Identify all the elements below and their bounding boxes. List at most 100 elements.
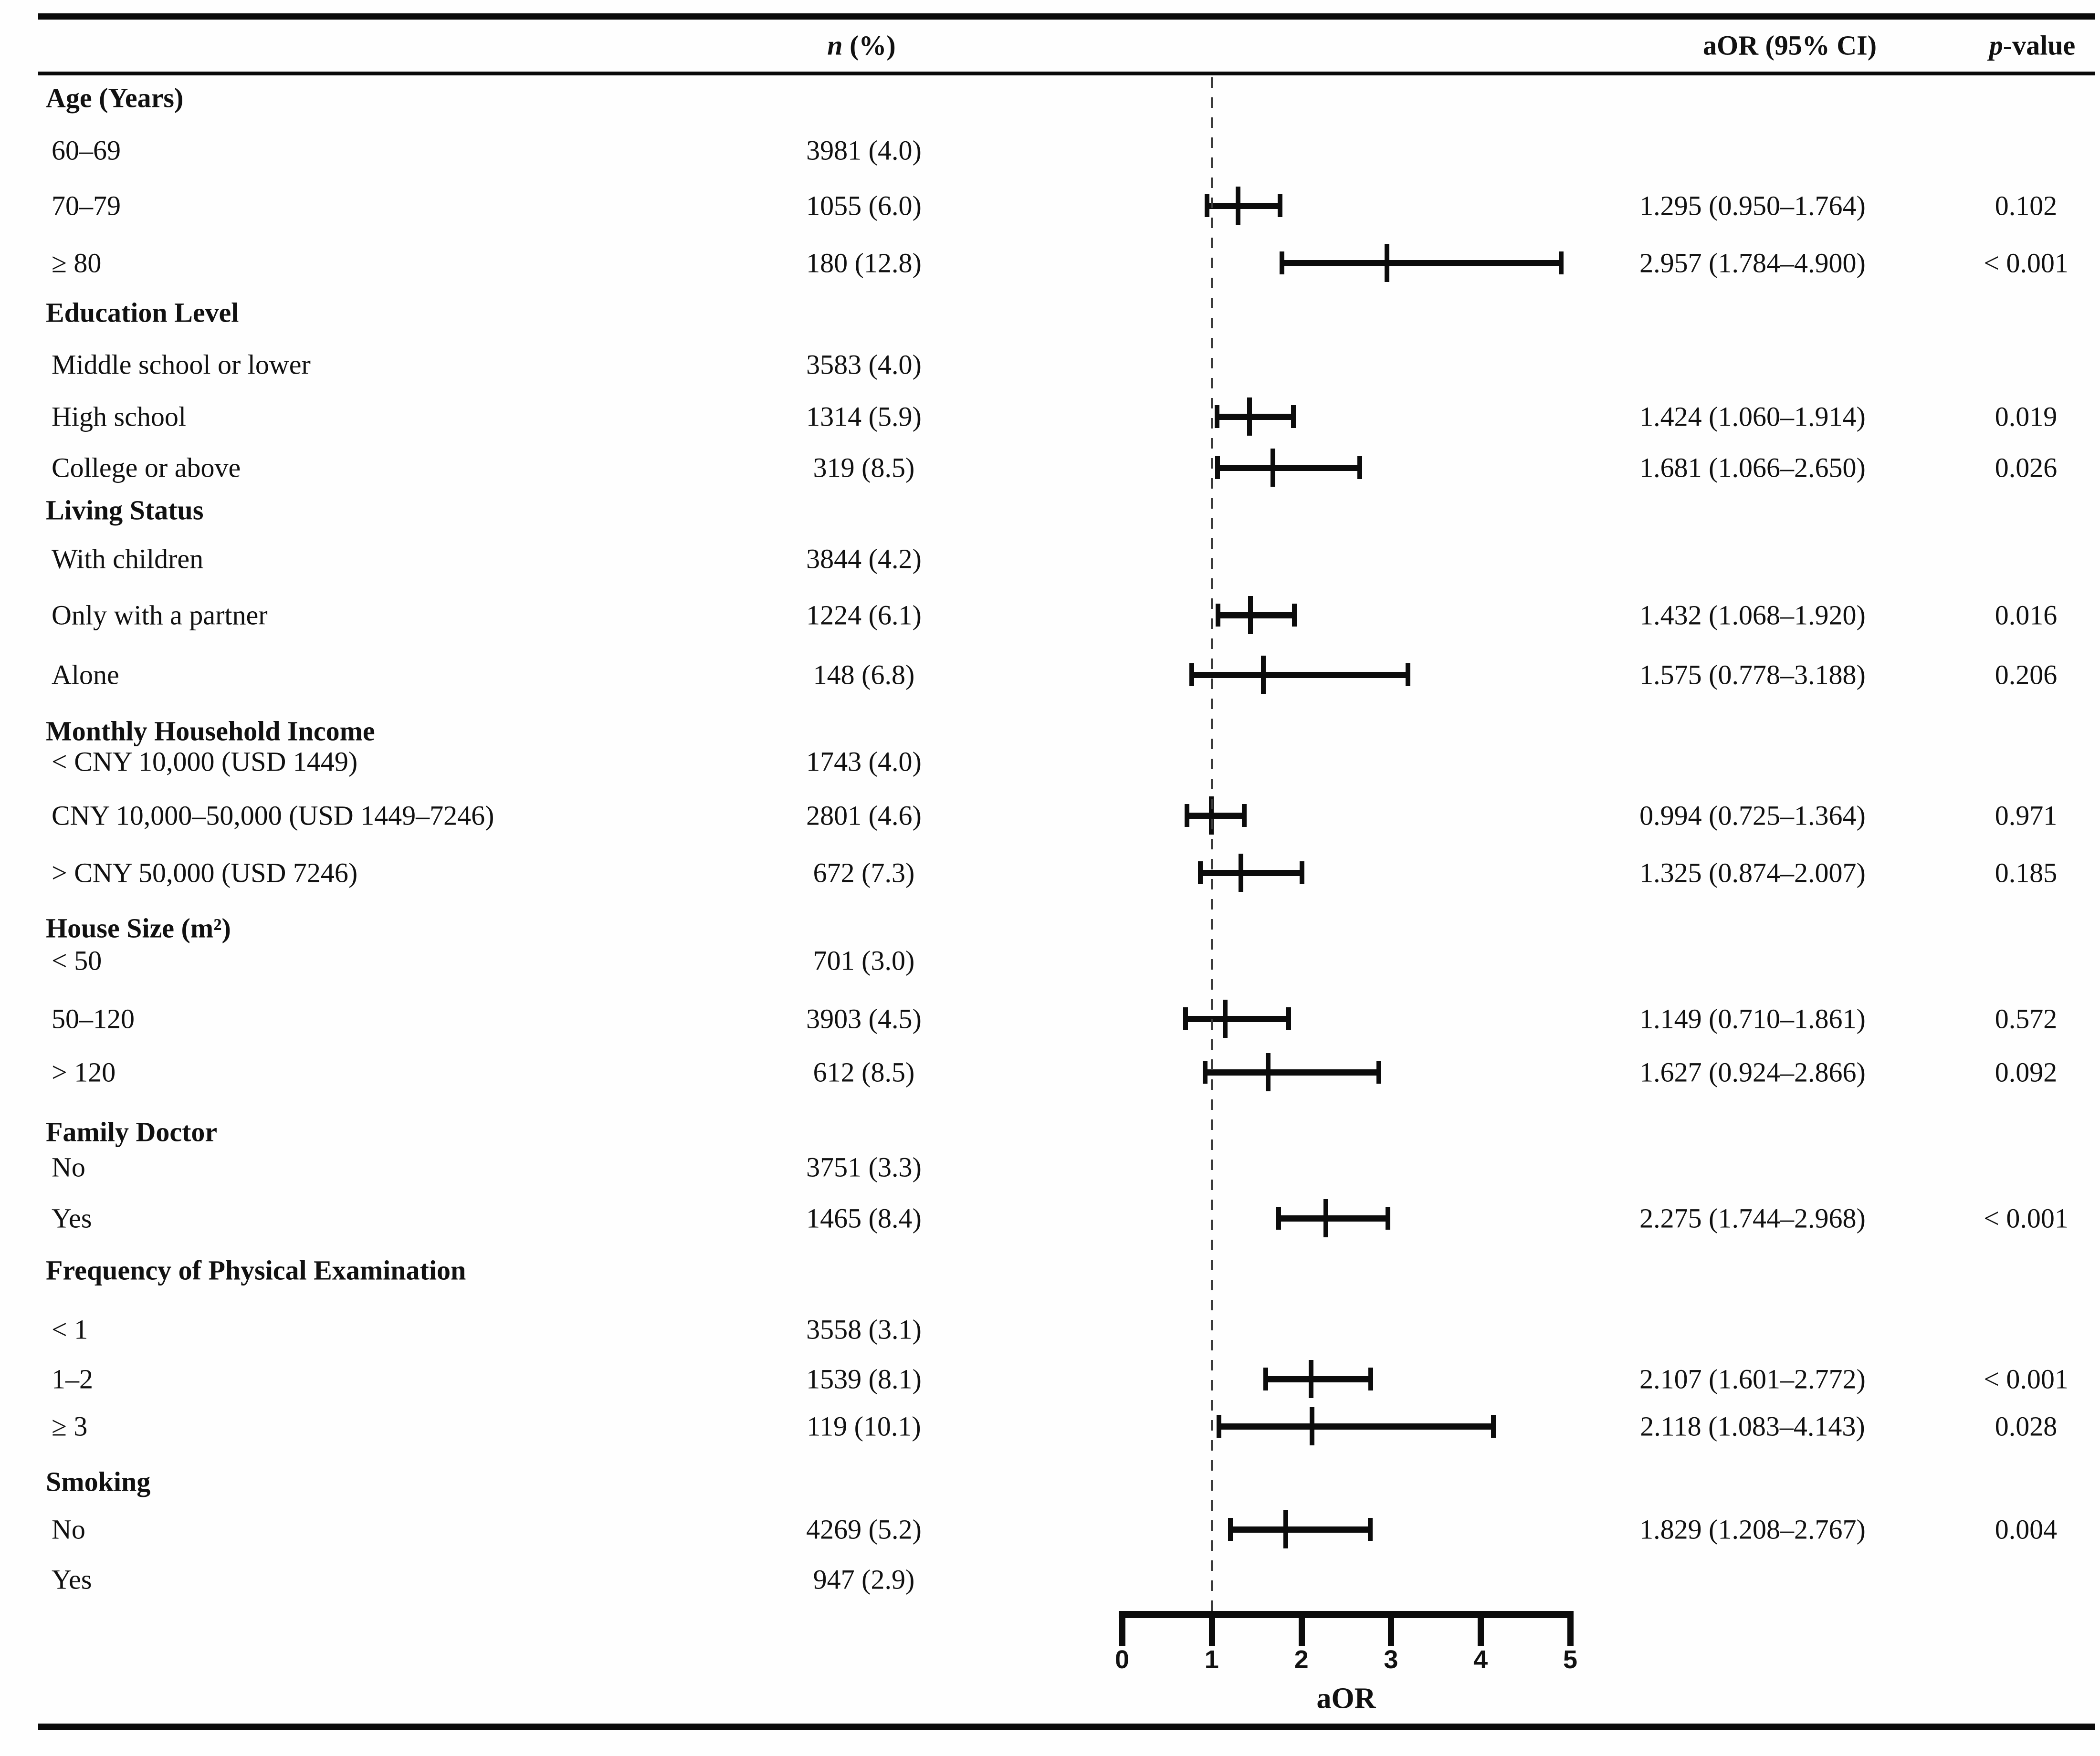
- ci-point-estimate: [1236, 187, 1241, 225]
- p-value: 0.004: [1995, 1514, 2058, 1545]
- axis-tick: [1567, 1611, 1574, 1646]
- axis-tick-label: 3: [1384, 1645, 1398, 1674]
- ci-cap-low: [1215, 405, 1220, 428]
- ci-point-estimate: [1247, 397, 1252, 436]
- axis-tick-label: 0: [1114, 1645, 1130, 1674]
- aor-ci-value: 1.325 (0.874–2.007): [1639, 857, 1866, 888]
- ci-point-estimate: [1265, 1053, 1270, 1091]
- ci-cap-low: [1276, 1207, 1281, 1230]
- n-percent-value: 3583 (4.0): [806, 349, 922, 380]
- n-percent-value: 1314 (5.9): [806, 401, 922, 432]
- column-header-n: n (%): [827, 30, 895, 62]
- p-value: 0.206: [1995, 659, 2058, 690]
- p-value: 0.102: [1995, 190, 2058, 221]
- n-percent-value: 180 (12.8): [806, 247, 922, 279]
- row-label: Yes: [52, 1202, 92, 1234]
- ci-cap-low: [1202, 1061, 1208, 1084]
- ci-line: [1205, 1069, 1379, 1076]
- ci-cap-high: [1286, 1007, 1292, 1030]
- ci-line: [1265, 1376, 1371, 1382]
- n-percent-value: 1539 (8.1): [806, 1363, 922, 1395]
- row-label: CNY 10,000–50,000 (USD 1449–7246): [52, 800, 494, 831]
- aor-ci-value: 1.829 (1.208–2.767): [1639, 1514, 1866, 1545]
- ci-point-estimate: [1309, 1407, 1314, 1445]
- top-rule: [38, 13, 2095, 20]
- aor-ci-value: 1.681 (1.066–2.650): [1639, 452, 1866, 483]
- ci-cap-low: [1217, 1415, 1222, 1438]
- p-value: 0.971: [1995, 800, 2058, 831]
- n-percent-value: 1224 (6.1): [806, 599, 922, 631]
- aor-ci-value: 2.957 (1.784–4.900): [1639, 247, 1866, 279]
- p-value: 0.016: [1995, 599, 2058, 631]
- axis-title-aor: aOR: [1316, 1682, 1376, 1715]
- n-percent-value: 1055 (6.0): [806, 190, 922, 221]
- p-value: 0.028: [1995, 1411, 2058, 1442]
- row-label: Only with a partner: [52, 599, 268, 631]
- ci-point-estimate: [1308, 1360, 1313, 1398]
- ci-line: [1217, 414, 1294, 420]
- n-percent-value: 148 (6.8): [813, 659, 915, 690]
- n-percent-value: 3558 (3.1): [806, 1314, 922, 1345]
- row-label: 60–69: [52, 135, 121, 166]
- ci-cap-high: [1278, 194, 1283, 217]
- section-label: Monthly Household Income: [46, 715, 375, 747]
- ci-line: [1187, 813, 1245, 819]
- p-value: 0.185: [1995, 857, 2058, 888]
- row-label: 1–2: [52, 1363, 93, 1395]
- column-header-aor: aOR (95% CI): [1702, 30, 1877, 61]
- aor-ci-value: 1.295 (0.950–1.764): [1639, 190, 1866, 221]
- column-header-pvalue: p-value: [1989, 30, 2075, 62]
- p-value: < 0.001: [1984, 247, 2068, 279]
- n-percent-value: 3844 (4.2): [806, 543, 922, 575]
- row-label: 70–79: [52, 190, 121, 221]
- section-label: Frequency of Physical Examination: [46, 1254, 466, 1286]
- p-value: 0.572: [1995, 1003, 2058, 1035]
- p-value: 0.019: [1995, 401, 2058, 432]
- ci-cap-low: [1189, 663, 1195, 686]
- ci-cap-high: [1367, 1518, 1373, 1541]
- p-value: 0.092: [1995, 1056, 2058, 1088]
- ci-line: [1278, 1215, 1388, 1222]
- section-label: Living Status: [46, 494, 204, 526]
- ci-cap-high: [1405, 663, 1410, 686]
- reference-line-aor1: [1210, 77, 1213, 1611]
- ci-cap-low: [1215, 456, 1220, 479]
- ci-cap-high: [1491, 1415, 1496, 1438]
- ci-cap-low: [1263, 1368, 1268, 1390]
- ci-line: [1219, 1423, 1494, 1430]
- ci-line: [1200, 870, 1302, 876]
- bottom-rule: [38, 1724, 2095, 1730]
- ci-line: [1218, 612, 1294, 618]
- section-label: Age (Years): [46, 82, 184, 114]
- n-percent-value: 4269 (5.2): [806, 1514, 922, 1545]
- ci-cap-high: [1559, 251, 1564, 274]
- ci-line: [1218, 465, 1360, 471]
- section-label: Education Level: [46, 297, 239, 328]
- ci-cap-high: [1376, 1061, 1382, 1084]
- n-percent-value: 947 (2.9): [813, 1564, 915, 1595]
- aor-ci-value: 2.275 (1.744–2.968): [1639, 1202, 1866, 1234]
- aor-ci-value: 2.118 (1.083–4.143): [1640, 1411, 1865, 1442]
- ci-cap-low: [1215, 604, 1220, 627]
- section-label: Smoking: [46, 1466, 151, 1497]
- n-percent-value: 672 (7.3): [813, 857, 915, 888]
- row-label: Middle school or lower: [52, 349, 311, 380]
- n-percent-value: 119 (10.1): [807, 1411, 921, 1442]
- aor-ci-value: 1.149 (0.710–1.861): [1639, 1003, 1866, 1035]
- row-label: With children: [52, 543, 204, 575]
- axis-tick-label: 2: [1294, 1645, 1309, 1674]
- row-label: 50–120: [52, 1003, 135, 1035]
- row-label: ≥ 80: [52, 247, 102, 279]
- n-percent-value: 612 (8.5): [813, 1056, 915, 1088]
- ci-cap-low: [1185, 804, 1190, 827]
- row-label: < 50: [52, 945, 102, 976]
- aor-ci-value: 0.994 (0.725–1.364): [1639, 800, 1866, 831]
- p-italic: p: [1989, 30, 2003, 61]
- row-label: Alone: [52, 659, 119, 690]
- axis-tick: [1119, 1611, 1125, 1646]
- axis-tick: [1388, 1611, 1395, 1646]
- axis-tick-label: 5: [1563, 1645, 1578, 1674]
- row-label: High school: [52, 401, 186, 432]
- p-value: 0.026: [1995, 452, 2058, 483]
